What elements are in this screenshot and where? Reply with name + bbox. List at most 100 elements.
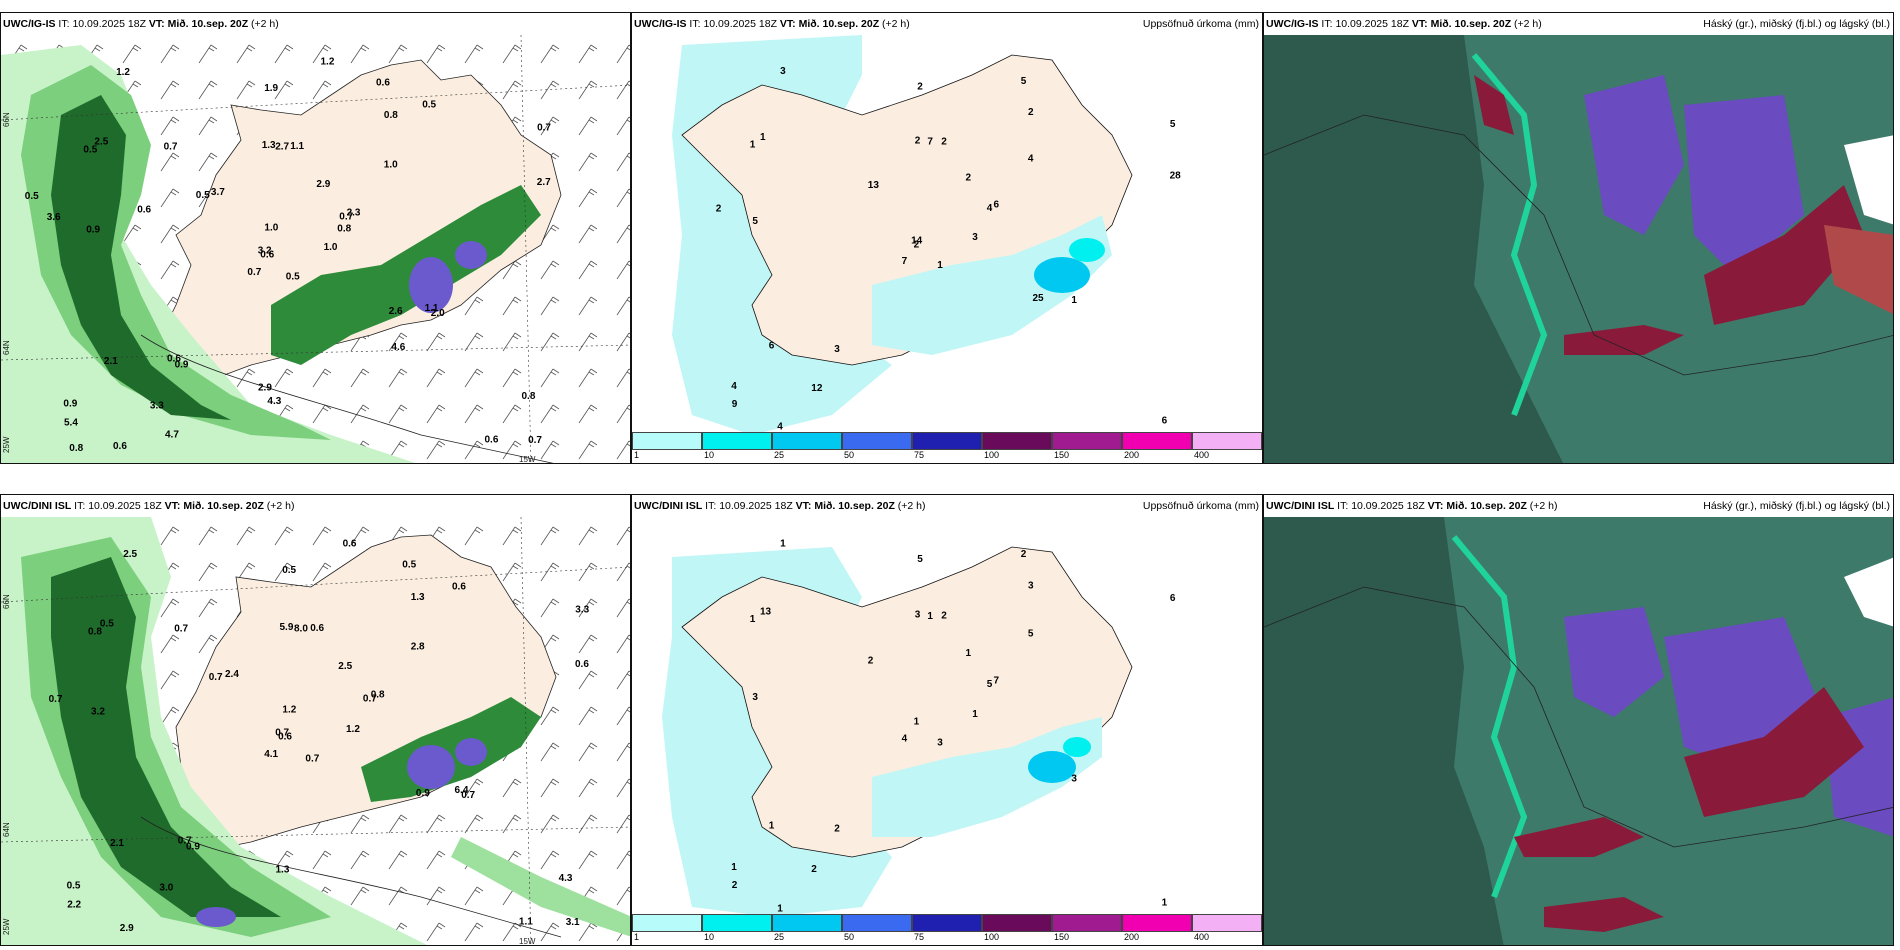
axis-lat-64n: 64N xyxy=(2,340,11,355)
precip-value-label: 0.7 xyxy=(178,836,192,847)
cloud-maroon-3 xyxy=(1474,75,1514,135)
colorbar-swatch xyxy=(842,914,912,932)
precip-value-label: 6.4 xyxy=(455,785,469,796)
model-name: UWC/IG-IS xyxy=(634,18,687,30)
precip-value-label: 1.3 xyxy=(262,140,276,151)
colorbar-swatch xyxy=(1192,914,1262,932)
colorbar-swatch xyxy=(982,432,1052,450)
lead-time: (+2 h) xyxy=(251,18,279,30)
precip-value-label: 12 xyxy=(811,383,823,394)
precip-area-south xyxy=(872,215,1112,355)
precip-value-label: 1 xyxy=(914,717,920,728)
colorbar-swatch xyxy=(632,914,702,932)
cloud-edge-bright xyxy=(1451,535,1528,899)
init-time: 10.09.2025 18Z xyxy=(1335,18,1409,30)
init-time: 10.09.2025 18Z xyxy=(88,500,162,512)
gridline-66n xyxy=(1,566,630,603)
precip-value-label: 0.6 xyxy=(575,659,589,670)
precip-value-label: 3.2 xyxy=(258,245,272,256)
precip-value-label: 0.7 xyxy=(461,790,475,801)
precip-value-label: 4 xyxy=(902,734,908,745)
it-label: IT: xyxy=(705,500,717,512)
precip-value-label: 0.7 xyxy=(275,727,289,738)
panel-top-left-precip-wind: UWC/IG-IS IT: 10.09.2025 18Z VT: Mið. 10… xyxy=(0,12,631,464)
precip-value-label: 0.7 xyxy=(305,753,319,764)
valid-time: Mið. 10.sep. 20Z xyxy=(1446,500,1527,512)
model-name: UWC/DINI ISL xyxy=(1266,500,1335,512)
precip-value-label: 3.7 xyxy=(211,187,225,198)
colorbar-swatch xyxy=(1052,432,1122,450)
colorbar-tick-label: 25 xyxy=(774,932,785,942)
precip-value-label: 2.9 xyxy=(316,179,330,190)
precip-value-label: 3 xyxy=(780,66,786,77)
precip-value-label: 2.8 xyxy=(411,641,425,652)
precip-value-label: 13 xyxy=(868,180,880,191)
precip-value-label: 4 xyxy=(987,203,993,214)
precip-value-label: 28 xyxy=(1170,171,1182,182)
precip-value-label: 2 xyxy=(732,880,738,891)
gridline-64n xyxy=(1,344,630,361)
coastline xyxy=(1264,586,1893,848)
precip-value-label: 0.9 xyxy=(86,225,100,236)
precip-tail-south xyxy=(451,837,630,937)
precip-value-label: 2.9 xyxy=(258,382,272,393)
cloud-reddish xyxy=(1824,225,1893,315)
precip-value-label: 3.2 xyxy=(91,707,105,718)
precip-value-label: 2 xyxy=(868,656,874,667)
precip-value-label: 0.6 xyxy=(278,732,292,743)
precip-value-label: 0.8 xyxy=(88,627,102,638)
precip-value-label: 2 xyxy=(811,864,817,875)
precip-value-label: 1.0 xyxy=(384,159,398,170)
precip-value-label: 2.7 xyxy=(537,177,551,188)
precip-value-label: 1 xyxy=(731,862,737,873)
precip-core-west xyxy=(51,557,281,917)
cloud-maroon-2 xyxy=(1564,325,1684,355)
valid-time: Mið. 10.sep. 20Z xyxy=(167,18,249,30)
precip-value-label: 4.6 xyxy=(391,342,405,353)
precip-value-label: 4 xyxy=(1028,154,1034,165)
colorbar-swatch xyxy=(912,914,982,932)
precip-value-label: 0.6 xyxy=(167,354,181,365)
panel-header: UWC/IG-IS IT: 10.09.2025 18Z VT: Mið. 10… xyxy=(1,13,630,35)
precip-value-label: 2.6 xyxy=(389,306,403,317)
precip-value-label: 3 xyxy=(915,610,921,621)
precip-value-label: 2 xyxy=(834,824,840,835)
cloud-purple-2 xyxy=(1684,95,1804,275)
precip-value-label: 8.0 xyxy=(294,623,308,634)
precip-value-label: 0.9 xyxy=(175,360,189,371)
map-area: 0.7 0.8 0.6 0.5 0.7 0.9 0.5 0.6 1.3 1.2 2.5 3.1 3.2 3… xyxy=(1,517,630,945)
precip-value-label: 2 xyxy=(1021,549,1027,560)
precip-value-label: 2 xyxy=(917,81,923,92)
precip-value-label: 0.7 xyxy=(164,142,178,153)
cloud-maroon-2 xyxy=(1514,817,1644,857)
precip-value-label: 5 xyxy=(752,216,758,227)
cloud-maroon xyxy=(1704,185,1864,325)
precip-value-label: 0.6 xyxy=(113,441,127,452)
colorbar-tick-label: 100 xyxy=(984,450,1000,460)
gridline-66n xyxy=(1,84,630,121)
precip-value-label: 3 xyxy=(834,344,840,355)
precip-value-label: 0.7 xyxy=(363,693,377,704)
colorbar-swatch xyxy=(702,914,772,932)
precip-value-label: 0.8 xyxy=(522,391,536,402)
colorbar-tick-label: 50 xyxy=(844,932,855,942)
precip-area-south xyxy=(872,717,1102,837)
cloud-edge-bright xyxy=(1471,53,1548,417)
map-area: 1 1 2 4 4 3 5 2 2 3 3 6 5 5 7 4 4 2 2 6 13 9 12 7 6 1 1 2 2 25 28 14 xyxy=(632,35,1262,463)
colorbar-swatch xyxy=(1122,432,1192,450)
precip-value-label: 5 xyxy=(917,554,923,565)
precip-value-label: 2 xyxy=(915,135,921,146)
axis-lon-25w: 25W xyxy=(2,436,11,453)
panel-bot-right-clouds: UWC/DINI ISL IT: 10.09.2025 18Z VT: Mið.… xyxy=(1263,494,1894,946)
precip-value-label: 3 xyxy=(937,738,943,749)
precip-cyan-core-2 xyxy=(1063,737,1091,757)
field-title: Uppsöfnuð úrkoma (mm) xyxy=(1142,18,1259,30)
colorbar-tick-label: 10 xyxy=(704,450,715,460)
precip-value-label: 2.1 xyxy=(110,838,124,849)
precip-value-label: 1.1 xyxy=(425,303,439,314)
precip-value-labels: 0.70.80.60.50.70.90.50.61.31.22.53.13.23… xyxy=(49,539,590,935)
precip-value-label: 0.6 xyxy=(137,204,151,215)
precip-value-label: 1 xyxy=(972,709,978,720)
colorbar-tick-label: 1 xyxy=(634,932,640,942)
